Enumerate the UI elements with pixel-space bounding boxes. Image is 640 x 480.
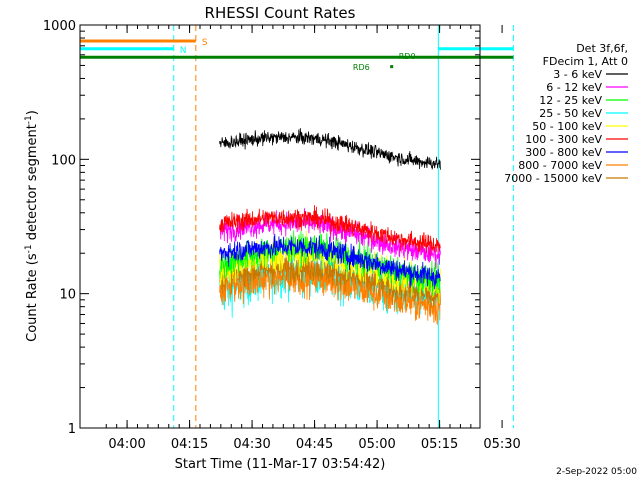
x-tick-label-1: 04:15	[171, 437, 208, 452]
x-tick-label-2: 04:30	[233, 437, 270, 452]
chart-title: RHESSI Count Rates	[205, 4, 356, 22]
y-label-part: detector segment	[25, 124, 40, 244]
annotation-0: RD0	[399, 52, 416, 61]
annotation-1: RD6	[353, 63, 370, 72]
y-tick-label-3: 1000	[43, 19, 76, 34]
y-tick-label-1: 10	[59, 288, 76, 303]
x-tick-label-0: 04:00	[108, 437, 145, 452]
legend-header-1: FDecim 1, Att 0	[543, 55, 628, 68]
x-tick-label-5: 05:15	[421, 437, 458, 452]
legend-label-8: 7000 - 15000 keV	[504, 172, 602, 185]
legend-header-0: Det 3f,6f,	[576, 42, 628, 55]
y-label-part: -1	[24, 115, 34, 124]
series-line-5	[219, 205, 441, 256]
y-tick-label-2: 100	[51, 153, 76, 168]
legend-label-7: 800 - 7000 keV	[518, 159, 602, 172]
legend-label-6: 300 - 800 keV	[525, 146, 602, 159]
series-line-6	[219, 233, 441, 290]
legend-label-2: 12 - 25 keV	[539, 94, 602, 107]
flag-label-1: N	[180, 46, 187, 56]
legend-label-4: 50 - 100 keV	[532, 120, 602, 133]
footer-date: 2-Sep-2022 05:00	[556, 467, 637, 477]
plot-frame	[79, 24, 481, 429]
y-label-part: )	[25, 110, 40, 115]
y-axis-label: Count Rate (s-1 detector segment-1)	[24, 110, 40, 342]
legend-label-1: 6 - 12 keV	[546, 81, 602, 94]
y-tick-label-0: 1	[68, 422, 76, 437]
flag-label-0: S	[202, 38, 208, 48]
x-tick-label-3: 04:45	[296, 437, 333, 452]
x-tick-label-4: 05:00	[358, 437, 395, 452]
series-line-0	[219, 128, 441, 171]
series-line-1	[219, 208, 441, 269]
y-label-part: -1	[24, 244, 34, 253]
legend-label-5: 100 - 300 keV	[525, 133, 602, 146]
x-axis-label: Start Time (11-Mar-17 03:54:42)	[175, 457, 386, 472]
annotation-marker	[390, 65, 394, 69]
x-tick-label-6: 05:30	[483, 437, 520, 452]
legend-label-3: 25 - 50 keV	[539, 107, 602, 120]
legend-label-0: 3 - 6 keV	[553, 68, 602, 81]
y-label-part: Count Rate (s	[25, 253, 40, 342]
